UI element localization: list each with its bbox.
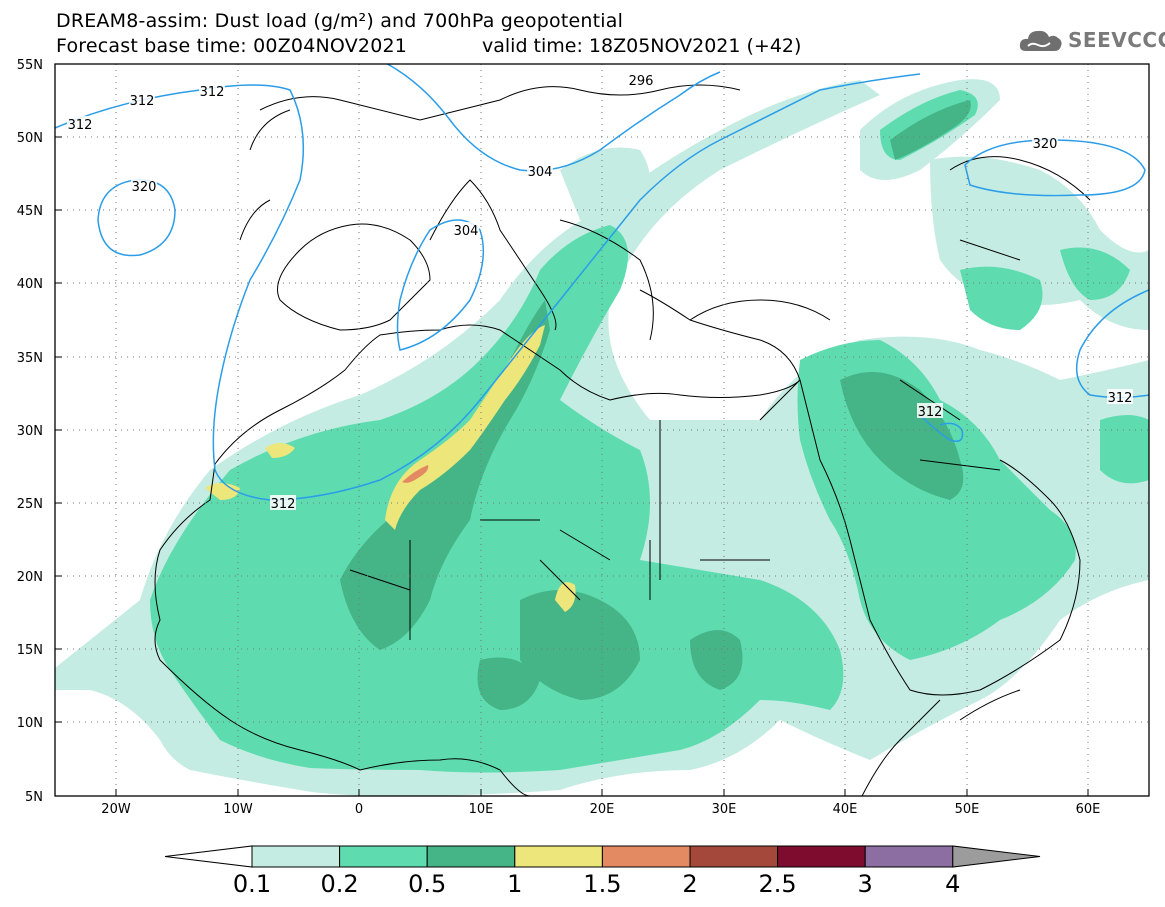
lat-label: 10N [17,716,43,731]
colorbar-label: 2.5 [758,870,797,898]
lon-label: 10E [469,802,494,817]
lon-label: 20W [101,802,131,817]
colorbar-label: 0.1 [232,870,272,898]
axis-ticks [55,136,1089,796]
colorbar-swatch [777,845,866,868]
colorbar-swatch [339,845,428,868]
contour-label: 296 [629,74,654,89]
contour-label: 320 [132,180,157,195]
lon-label: 30E [712,802,737,817]
contour-label-bg [199,83,225,98]
coastlines [154,84,1091,796]
contour-label: 312 [1108,391,1133,406]
lon-label: 0 [355,802,363,817]
colorbar-swatch [864,845,954,868]
lat-label: 20N [17,570,43,585]
longitude-labels: 20W 10W 0 10E 20E 30E 40E 50E 60E [101,802,1100,817]
lat-label: 30N [17,424,43,439]
colorbar-swatch [514,845,603,868]
lon-label: 40E [833,802,858,817]
map-title: DREAM8-assim: Dust load (g/m²) and 700hP… [56,10,624,32]
contour-label: 312 [200,85,225,100]
lat-label: 25N [17,497,43,512]
latitude-labels: 55N 50N 45N 40N 35N 30N 25N 20N 15N 10N 5N [17,58,43,805]
contour-label-bg [917,403,943,418]
dust-1-field [205,325,576,612]
lat-label: 45N [17,204,43,219]
contour-label-bg [67,116,93,131]
contour-label-bg [628,72,654,87]
forecast-base-time: Forecast base time: 00Z04NOV2021 [56,35,408,57]
lat-label: 15N [17,643,43,658]
contour-label: 304 [454,224,479,239]
contour-label-bg [131,178,157,193]
lon-label: 10W [223,802,253,817]
contour-labels: 312 312 312 320 296 304 304 312 312 312 320 [67,72,1133,512]
colorbar-swatch [601,845,691,868]
colorbar-label: 1 [507,870,523,898]
colorbar-swatch [689,845,779,868]
contour-label-bg [270,495,296,510]
lat-label: 55N [17,58,43,73]
colorbar-swatch [251,845,341,868]
lat-label: 35N [17,351,43,366]
lon-label: 20E [590,802,615,817]
lat-label: 40N [17,277,43,292]
contour-label-bg [1032,135,1058,150]
colorbar [164,845,1041,868]
colorbar-label: 0.2 [320,870,359,898]
logo-text: SEEVCCC [1068,28,1165,52]
contour-label-bg [129,92,155,107]
lat-label: 50N [17,131,43,146]
colorbar-label: 4 [945,870,961,898]
contour-label: 312 [130,94,155,109]
contour-label: 312 [68,118,93,133]
dust-15-field [402,465,429,483]
colorbar-left-arrow [164,845,253,868]
contour-label-bg [453,222,479,237]
colorbar-right-arrow [952,845,1041,868]
contour-label: 320 [1033,137,1058,152]
graticule [55,64,1149,796]
contour-label-bg [527,163,553,178]
lon-label: 60E [1076,802,1101,817]
colorbar-swatch [426,845,516,868]
lon-label: 50E [955,802,980,817]
contour-label: 312 [918,405,943,420]
contour-label: 312 [271,497,296,512]
valid-time: valid time: 18Z05NOV2021 (+42) [482,35,802,57]
colorbar-label: 1.5 [583,870,622,898]
contour-label-bg [1107,389,1133,404]
lat-label: 5N [25,790,43,805]
seevccc-logo: SEEVCCC [1018,26,1165,54]
cloud-icon [1019,30,1062,51]
colorbar-label: 3 [857,870,873,898]
colorbar-label: 2 [682,870,698,898]
colorbar-label: 0.5 [408,870,447,898]
contour-label: 304 [528,165,553,180]
